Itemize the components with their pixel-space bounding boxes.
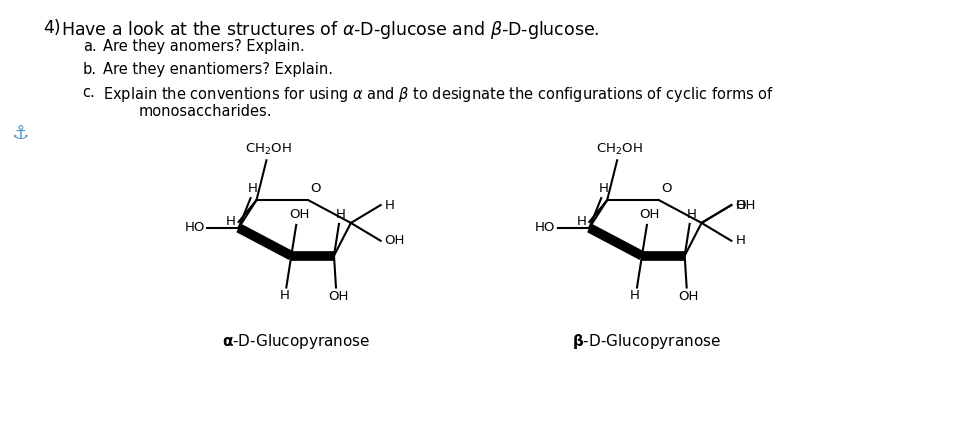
Text: H: H bbox=[735, 198, 745, 212]
Text: H: H bbox=[577, 215, 586, 228]
Text: CH$_2$OH: CH$_2$OH bbox=[245, 142, 292, 157]
Text: O: O bbox=[310, 182, 321, 195]
Text: a.: a. bbox=[82, 39, 96, 54]
Text: Are they enantiomers? Explain.: Are they enantiomers? Explain. bbox=[103, 62, 332, 77]
Text: H: H bbox=[735, 234, 745, 247]
Text: H: H bbox=[598, 182, 609, 195]
Text: OH: OH bbox=[735, 198, 756, 212]
Text: OH: OH bbox=[385, 234, 405, 247]
Text: H: H bbox=[385, 198, 394, 212]
Text: H: H bbox=[226, 215, 235, 228]
Text: H: H bbox=[279, 289, 290, 302]
Text: CH$_2$OH: CH$_2$OH bbox=[596, 142, 642, 157]
Text: Explain the conventions for using $\it{\alpha}$ and $\it{\beta}$ to designate th: Explain the conventions for using $\it{\… bbox=[103, 85, 773, 104]
Text: H: H bbox=[630, 289, 640, 302]
Text: ⚓: ⚓ bbox=[11, 124, 29, 143]
Text: $\bf{\alpha}$-D-Glucopyranose: $\bf{\alpha}$-D-Glucopyranose bbox=[222, 332, 370, 351]
Text: c.: c. bbox=[82, 85, 95, 100]
Text: monosaccharides.: monosaccharides. bbox=[139, 104, 271, 119]
Text: 4): 4) bbox=[43, 19, 60, 37]
Text: $\bf{\beta}$-D-Glucopyranose: $\bf{\beta}$-D-Glucopyranose bbox=[573, 332, 721, 351]
Text: Have a look at the structures of $\it{\alpha}$-D-glucose and $\it{\beta}$-D-gluc: Have a look at the structures of $\it{\a… bbox=[61, 19, 599, 41]
Text: OH: OH bbox=[640, 208, 660, 221]
Text: Are they anomers? Explain.: Are they anomers? Explain. bbox=[103, 39, 304, 54]
Text: HO: HO bbox=[184, 221, 204, 234]
Text: HO: HO bbox=[535, 221, 555, 234]
Text: O: O bbox=[661, 182, 672, 195]
Text: H: H bbox=[687, 208, 697, 221]
Text: OH: OH bbox=[328, 291, 348, 303]
Text: H: H bbox=[336, 208, 346, 221]
Text: OH: OH bbox=[289, 208, 309, 221]
Text: OH: OH bbox=[678, 291, 699, 303]
Text: H: H bbox=[248, 182, 258, 195]
Text: b.: b. bbox=[82, 62, 97, 77]
